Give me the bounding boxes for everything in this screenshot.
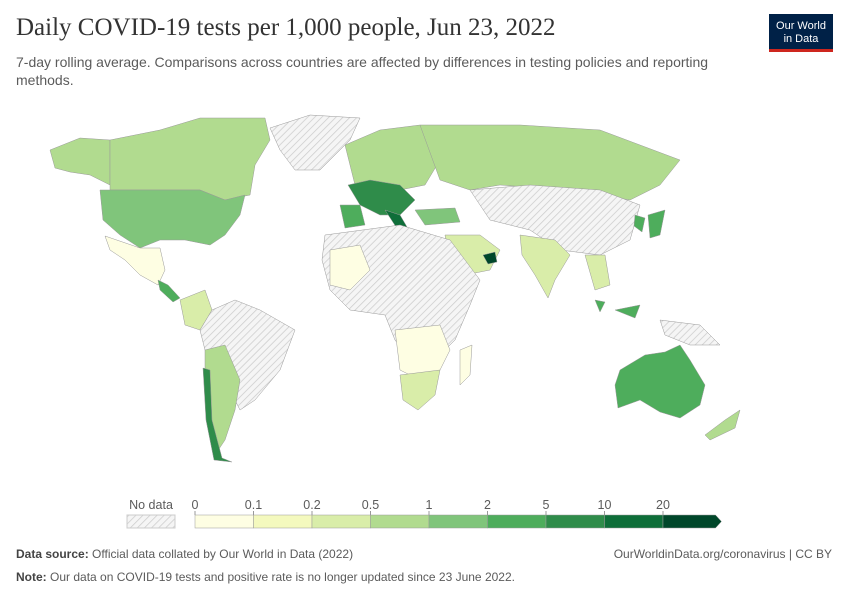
legend-tick-label: 1 bbox=[426, 498, 433, 512]
no-data-swatch bbox=[126, 514, 176, 529]
legend-swatch bbox=[370, 514, 430, 529]
legend-tick-label: 0.5 bbox=[362, 498, 379, 512]
subtitle: 7-day rolling average. Comparisons acros… bbox=[16, 54, 709, 88]
legend-tick-label: 2 bbox=[484, 498, 491, 512]
note: Note: Our data on COVID-19 tests and pos… bbox=[16, 570, 515, 584]
legend-swatch bbox=[194, 514, 254, 529]
legend-tick-label: 0 bbox=[192, 498, 199, 512]
legend-swatch bbox=[311, 514, 371, 529]
legend-swatch bbox=[545, 514, 605, 529]
legend-swatch bbox=[604, 514, 664, 529]
legend-tick-label: 20 bbox=[656, 498, 670, 512]
legend-tick-label: 5 bbox=[543, 498, 550, 512]
legend-tick-label: 0.2 bbox=[303, 498, 320, 512]
note-label: Note: bbox=[16, 570, 47, 584]
logo[interactable]: Our World in Data bbox=[769, 14, 833, 52]
legend-swatch bbox=[253, 514, 313, 529]
source: Data source: Official data collated by O… bbox=[16, 547, 353, 561]
logo-line: Our World bbox=[776, 20, 826, 32]
title: Daily COVID-19 tests per 1,000 people, J… bbox=[16, 14, 556, 41]
legend-swatch bbox=[662, 514, 722, 529]
source-text: Official data collated by Our World in D… bbox=[92, 547, 354, 561]
legend-swatch bbox=[487, 514, 547, 529]
no-data-label: No data bbox=[129, 498, 173, 512]
legend: No data 0 0.1 0.2 0.5 1 2 5 10 20 bbox=[126, 498, 722, 529]
legend-tick-label: 0.1 bbox=[245, 498, 262, 512]
legend-tick-label: 10 bbox=[598, 498, 612, 512]
note-text: Our data on COVID-19 tests and positive … bbox=[50, 570, 515, 584]
source-label: Data source: bbox=[16, 547, 89, 561]
countries bbox=[49, 114, 741, 463]
link[interactable]: OurWorldinData.org/coronavirus | CC BY bbox=[613, 547, 832, 561]
legend-swatch bbox=[428, 514, 488, 529]
logo-line: in Data bbox=[783, 33, 819, 45]
